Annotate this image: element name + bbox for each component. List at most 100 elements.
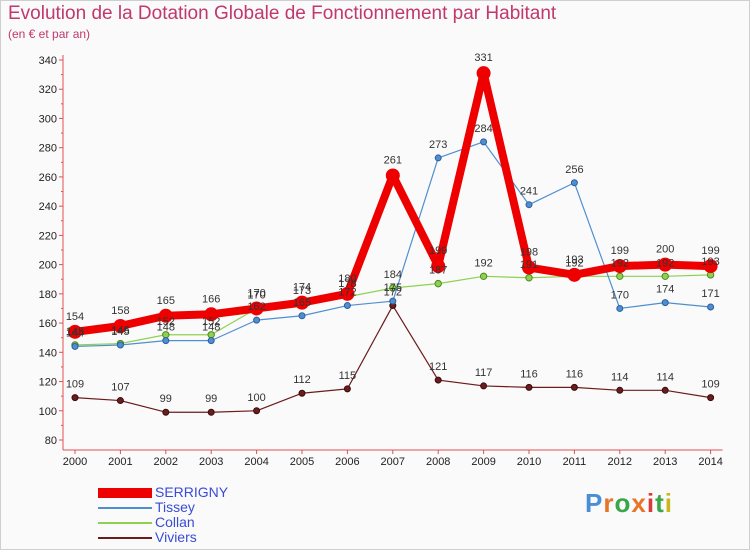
- data-point-serrigny: [295, 295, 309, 310]
- data-label-viviers: 116: [520, 368, 538, 380]
- data-label-viviers: 114: [656, 371, 674, 383]
- x-tick-label: 2001: [108, 456, 132, 468]
- data-point-serrigny: [612, 259, 627, 274]
- y-tick-label: 220: [39, 230, 57, 242]
- data-point-viviers: [707, 394, 715, 402]
- data-point-viviers: [343, 385, 351, 393]
- data-point-tissey: [525, 201, 533, 209]
- data-point-serrigny: [340, 286, 355, 301]
- data-label-collan: 192: [565, 257, 583, 269]
- data-point-viviers: [207, 408, 215, 416]
- data-label-serrigny: 166: [202, 293, 220, 305]
- data-label-tissey: 175: [384, 282, 402, 294]
- data-label-viviers: 112: [293, 374, 311, 386]
- data-label-viviers: 115: [339, 370, 357, 382]
- y-tick-label: 280: [39, 143, 57, 155]
- data-label-tissey: 145: [111, 326, 129, 338]
- legend-swatch-collan: [98, 522, 152, 524]
- data-point-collan: [525, 274, 533, 282]
- data-label-tissey: 170: [611, 289, 629, 301]
- y-tick-label: 80: [45, 435, 57, 447]
- data-label-collan: 191: [520, 259, 538, 271]
- data-point-tissey: [389, 297, 397, 305]
- data-label-collan: 192: [611, 257, 629, 269]
- data-point-viviers: [253, 407, 261, 415]
- data-label-viviers: 99: [205, 393, 217, 405]
- x-tick-label: 2006: [335, 456, 359, 468]
- data-label-collan: 146: [111, 325, 129, 337]
- data-label-tissey: 174: [656, 284, 674, 296]
- data-label-collan: 173: [293, 285, 311, 297]
- x-tick-label: 2013: [653, 456, 677, 468]
- data-point-viviers: [480, 382, 488, 390]
- data-point-collan: [389, 284, 397, 292]
- data-label-tissey: 284: [474, 123, 492, 135]
- data-point-tissey: [343, 302, 351, 310]
- x-tick-label: 2005: [290, 456, 314, 468]
- data-label-tissey: 165: [293, 297, 311, 309]
- data-label-collan: 152: [202, 316, 220, 328]
- data-point-tissey: [570, 179, 578, 187]
- data-point-serrigny: [113, 319, 128, 333]
- data-point-collan: [661, 272, 669, 281]
- data-label-tissey: 172: [338, 287, 356, 299]
- data-label-viviers: 109: [701, 379, 719, 391]
- data-label-tissey: 162: [247, 301, 265, 313]
- x-tick-label: 2009: [471, 456, 495, 468]
- data-label-serrigny: 199: [611, 245, 629, 257]
- y-tick-label: 160: [39, 318, 57, 330]
- data-label-tissey: 256: [565, 164, 583, 176]
- data-point-tissey: [480, 138, 488, 146]
- data-point-viviers: [525, 383, 533, 391]
- data-label-tissey: 148: [157, 322, 175, 334]
- x-tick-label: 2004: [244, 456, 268, 468]
- data-label-viviers: 116: [566, 368, 584, 380]
- y-tick-label: 200: [39, 260, 57, 272]
- data-point-serrigny: [158, 308, 173, 323]
- chart-subtitle: (en € et par an): [8, 27, 91, 41]
- data-label-serrigny: 165: [157, 295, 175, 307]
- legend-label-viviers: Viviers: [155, 529, 197, 545]
- y-tick-label: 120: [39, 377, 57, 389]
- data-label-viviers: 107: [111, 382, 129, 394]
- data-point-viviers: [661, 386, 669, 394]
- data-point-tissey: [707, 303, 715, 311]
- x-tick-label: 2007: [381, 456, 405, 468]
- legend-swatch-tissey: [98, 507, 152, 509]
- data-point-tissey: [71, 342, 79, 350]
- data-label-serrigny: 331: [474, 52, 492, 64]
- data-point-tissey: [298, 312, 306, 320]
- data-point-tissey: [116, 341, 124, 349]
- data-point-viviers: [434, 376, 442, 384]
- y-tick-label: 100: [39, 406, 57, 418]
- x-tick-label: 2010: [517, 456, 541, 468]
- data-point-serrigny: [204, 307, 219, 322]
- data-label-serrigny: 200: [656, 244, 674, 256]
- data-point-viviers: [71, 394, 79, 402]
- data-label-serrigny: 158: [111, 305, 129, 317]
- data-point-viviers: [616, 386, 624, 394]
- data-point-tissey: [253, 316, 261, 324]
- data-label-serrigny: 174: [293, 282, 311, 294]
- data-label-collan: 145: [66, 326, 84, 338]
- x-tick-label: 2002: [154, 456, 178, 468]
- data-label-serrigny: 199: [429, 245, 447, 257]
- legend-label-collan: Collan: [155, 514, 195, 530]
- data-label-tissey: 273: [429, 139, 447, 151]
- data-label-tissey: 144: [66, 327, 84, 339]
- legend-swatch-viviers: [98, 537, 152, 539]
- chart-title: Evolution de la Dotation Globale de Fonc…: [8, 3, 557, 24]
- y-tick-label: 320: [39, 84, 57, 96]
- data-label-serrigny: 198: [520, 247, 538, 259]
- x-tick-label: 2012: [608, 456, 632, 468]
- data-label-serrigny: 154: [66, 311, 84, 323]
- y-tick-label: 140: [39, 347, 57, 359]
- legend-label-tissey: Tissey: [155, 499, 195, 515]
- data-label-collan: 187: [429, 265, 447, 277]
- data-point-tissey: [616, 304, 624, 312]
- data-label-tissey: 241: [520, 186, 538, 198]
- data-point-serrigny: [522, 260, 536, 275]
- x-tick-label: 2011: [563, 456, 587, 468]
